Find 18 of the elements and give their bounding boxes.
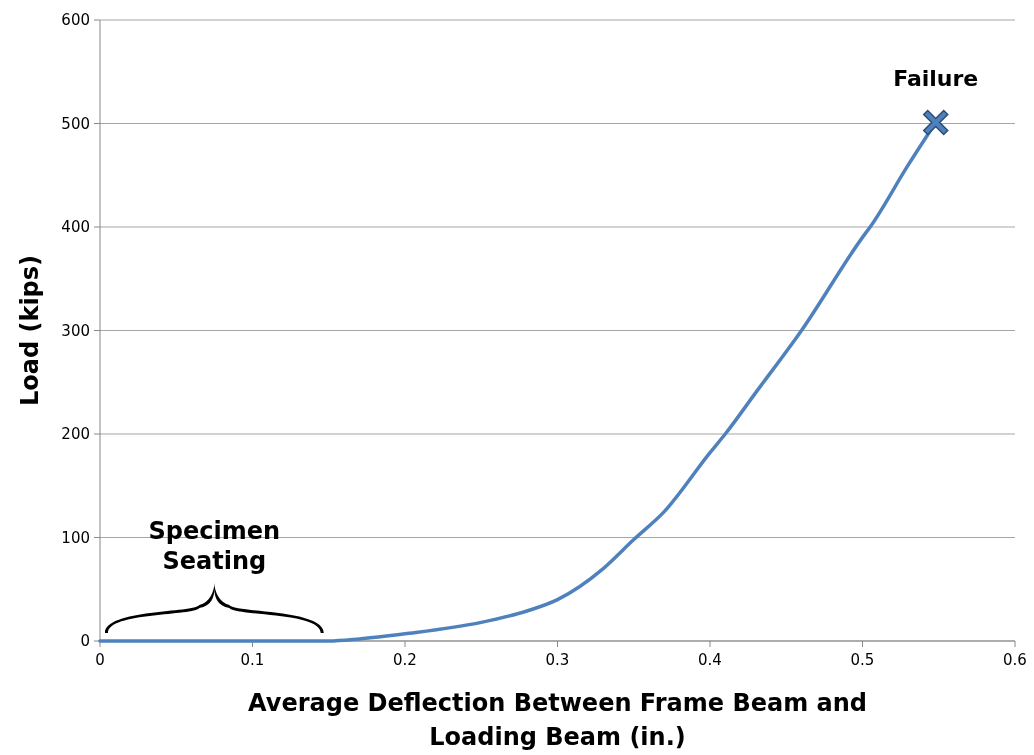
y-tick-label: 0 <box>80 632 90 651</box>
x-tick-label: 0.4 <box>698 651 722 669</box>
x-tick-label: 0 <box>95 651 105 669</box>
x-tick-label: 0.1 <box>240 651 265 669</box>
y-tick-label: 300 <box>61 321 90 340</box>
x-tick-label: 0.6 <box>1003 651 1027 669</box>
y-tick-label: 100 <box>61 528 90 547</box>
x-tick-label: 0.3 <box>545 651 570 669</box>
y-tick-label: 200 <box>61 425 90 444</box>
x-tick-label: 0.2 <box>393 651 417 669</box>
y-tick-label: 500 <box>61 114 90 133</box>
y-axis-title: Load (kips) <box>16 254 44 407</box>
y-tick-label: 400 <box>61 218 90 237</box>
y-tick-label: 600 <box>61 11 90 30</box>
x-axis-title: Average Deflection Between Frame Beam and Loading Beam (in.) <box>248 689 867 751</box>
annotation: Specimen Seating <box>148 517 281 575</box>
x-tick-label: 0.5 <box>850 651 875 669</box>
annotation: Failure <box>893 66 979 92</box>
